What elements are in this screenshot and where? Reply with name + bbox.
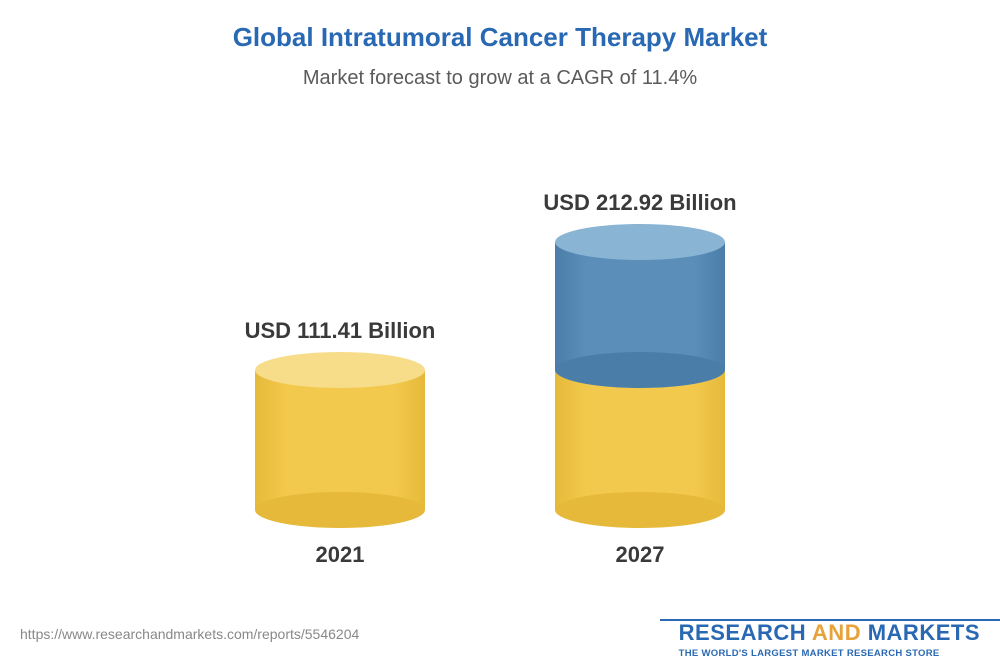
cylinder-2027: USD 212.92 Billion2027 (555, 110, 725, 587)
cylinder-top (255, 352, 425, 388)
cylinder-bottom (555, 492, 725, 528)
cylinder-category-label: 2027 (555, 542, 725, 568)
logo-word-markets: MARKETS (868, 620, 980, 645)
logo-tagline: THE WORLD'S LARGEST MARKET RESEARCH STOR… (679, 648, 980, 659)
logo-text: RESEARCH AND MARKETS (679, 620, 980, 646)
chart-title: Global Intratumoral Cancer Therapy Marke… (0, 0, 1000, 53)
cylinder-segment (255, 370, 425, 510)
footer-url: https://www.researchandmarkets.com/repor… (20, 626, 359, 642)
cylinder-value-label: USD 111.41 Billion (210, 318, 470, 344)
footer-logo: RESEARCH AND MARKETS THE WORLD'S LARGEST… (679, 620, 980, 659)
cylinder-2021: USD 111.41 Billion2021 (255, 110, 425, 587)
cylinder-value-label: USD 212.92 Billion (510, 190, 770, 216)
cylinder-segment (555, 242, 725, 370)
cylinder-category-label: 2021 (255, 542, 425, 568)
cylinder-top (555, 224, 725, 260)
chart-subtitle: Market forecast to grow at a CAGR of 11.… (0, 67, 1000, 90)
logo-word-research: RESEARCH (679, 620, 806, 645)
cylinder-segment (555, 370, 725, 510)
cylinder-bottom (255, 492, 425, 528)
logo-word-and: AND (812, 620, 861, 645)
cylinder-bottom (555, 352, 725, 388)
chart-area: USD 111.41 Billion2021USD 212.92 Billion… (0, 110, 1000, 587)
